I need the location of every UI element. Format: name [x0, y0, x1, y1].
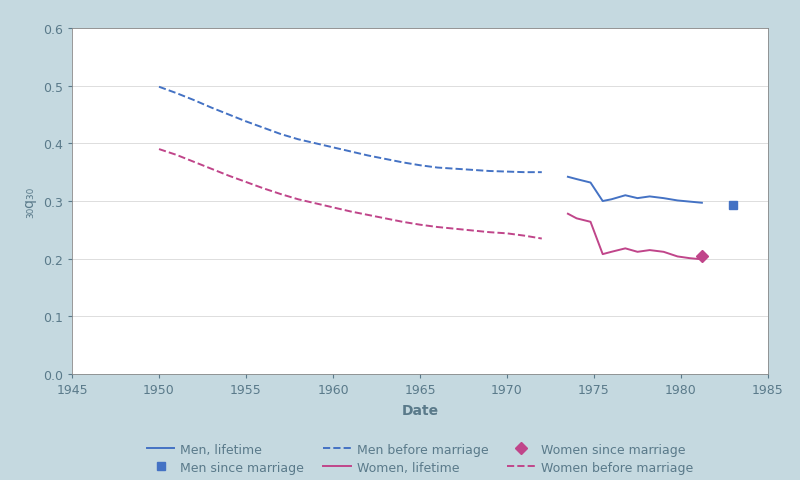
- Legend: Men, lifetime, Men since marriage, Men before marriage, Women, lifetime, Women s: Men, lifetime, Men since marriage, Men b…: [146, 443, 694, 474]
- X-axis label: Date: Date: [402, 403, 438, 417]
- Y-axis label: ₃₀q₃₀: ₃₀q₃₀: [22, 186, 36, 217]
